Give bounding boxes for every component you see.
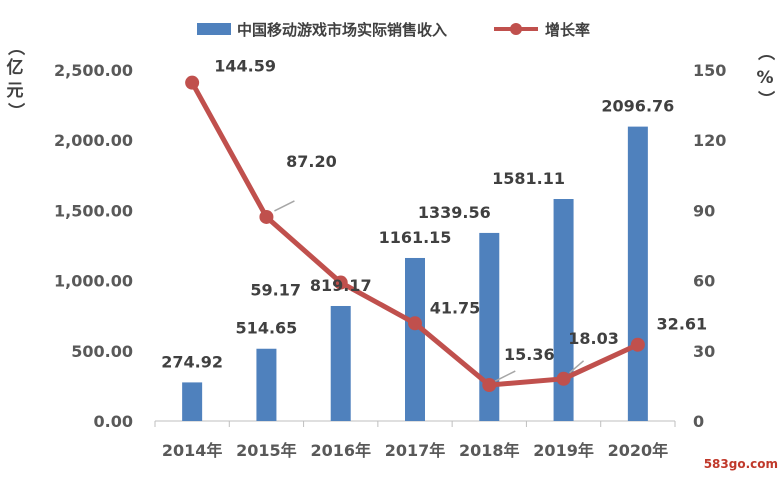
bar: [330, 305, 351, 421]
bar-value-label: 1161.15: [379, 228, 452, 247]
x-tick-label: 2020年: [608, 441, 669, 460]
bar: [479, 232, 500, 421]
x-tick-label: 2018年: [459, 441, 520, 460]
y-left-unit-char: ）: [5, 103, 26, 120]
bar-value-label: 2096.76: [601, 97, 674, 116]
y-right-tick-label: 30: [693, 342, 715, 361]
line-series: [185, 75, 645, 393]
y-right-tick-label: 90: [693, 201, 715, 220]
y-left-tick-label: 500.00: [71, 342, 133, 361]
y-left-tick-label: 2,500.00: [54, 61, 133, 80]
axes: 2014年 2015年 2016年 2017年 2018年 2019年 2020年 0.00 5…: [54, 61, 726, 460]
bar: [182, 382, 203, 421]
x-tick-label: 2014年: [162, 441, 223, 460]
bar-value-label: 274.92: [161, 352, 223, 371]
y-left-tick-label: 2,000.00: [54, 131, 133, 150]
label-leader-line: [494, 370, 516, 382]
bar: [256, 348, 277, 421]
legend: 中国移动游戏市场实际销售收入 增长率: [197, 21, 590, 39]
line-value-label: 41.75: [430, 298, 481, 317]
x-tick-label: 2019年: [533, 441, 594, 460]
line-point: [408, 316, 422, 331]
x-tick-label: 2015年: [236, 441, 297, 460]
y-left-tick-label: 0.00: [94, 412, 133, 431]
legend-label-bar: 中国移动游戏市场实际销售收入: [237, 21, 447, 39]
line-point: [259, 209, 274, 224]
bar-value-label: 1581.11: [492, 169, 565, 188]
x-tick-label: 2017年: [385, 441, 446, 460]
bar-series: [182, 126, 648, 421]
bar: [553, 199, 574, 421]
legend-swatch-marker: [510, 23, 522, 35]
y-left-tick-label: 1,500.00: [54, 201, 133, 220]
y-right-tick-label: 150: [693, 61, 726, 80]
legend-swatch-bar: [197, 23, 231, 35]
label-leader-line: [569, 360, 585, 374]
line-point: [333, 275, 348, 290]
line-point: [630, 337, 645, 352]
y-left-unit: （ 亿 元 ）: [5, 39, 26, 120]
legend-label-line: 增长率: [545, 21, 590, 39]
watermark: 583go.com: [704, 457, 778, 471]
y-left-unit-char: 亿: [7, 57, 24, 78]
y-right-unit-char: ）: [755, 91, 776, 108]
bar: [627, 126, 648, 421]
line-value-label: 87.20: [286, 152, 337, 171]
line-value-label: 15.36: [504, 345, 555, 364]
line-point: [482, 378, 497, 393]
line-value-label: 59.17: [250, 281, 301, 300]
y-right-unit: （ % ）: [755, 44, 776, 108]
line-point: [185, 75, 200, 90]
bar-value-label: 514.65: [236, 319, 298, 338]
y-right-unit-char: %: [756, 68, 773, 88]
bar: [405, 257, 425, 421]
line-value-label: 18.03: [568, 329, 619, 348]
y-right-tick-label: 0: [693, 412, 704, 431]
y-left-tick-label: 1,000.00: [54, 272, 133, 291]
x-tick-label: 2016年: [310, 441, 371, 460]
y-right-tick-label: 60: [693, 272, 715, 291]
line-point: [556, 371, 571, 386]
y-left-unit-char: 元: [7, 81, 24, 101]
line-value-label: 32.61: [657, 315, 708, 334]
label-leader-line: [274, 200, 295, 212]
y-right-unit-char: （: [755, 44, 776, 61]
bar-value-label: 819.17: [310, 276, 372, 295]
line-value-label: 144.59: [214, 57, 276, 76]
y-left-unit-char: （: [5, 39, 26, 56]
y-right-tick-label: 120: [693, 131, 726, 150]
bar-value-label: 1339.56: [418, 203, 491, 222]
